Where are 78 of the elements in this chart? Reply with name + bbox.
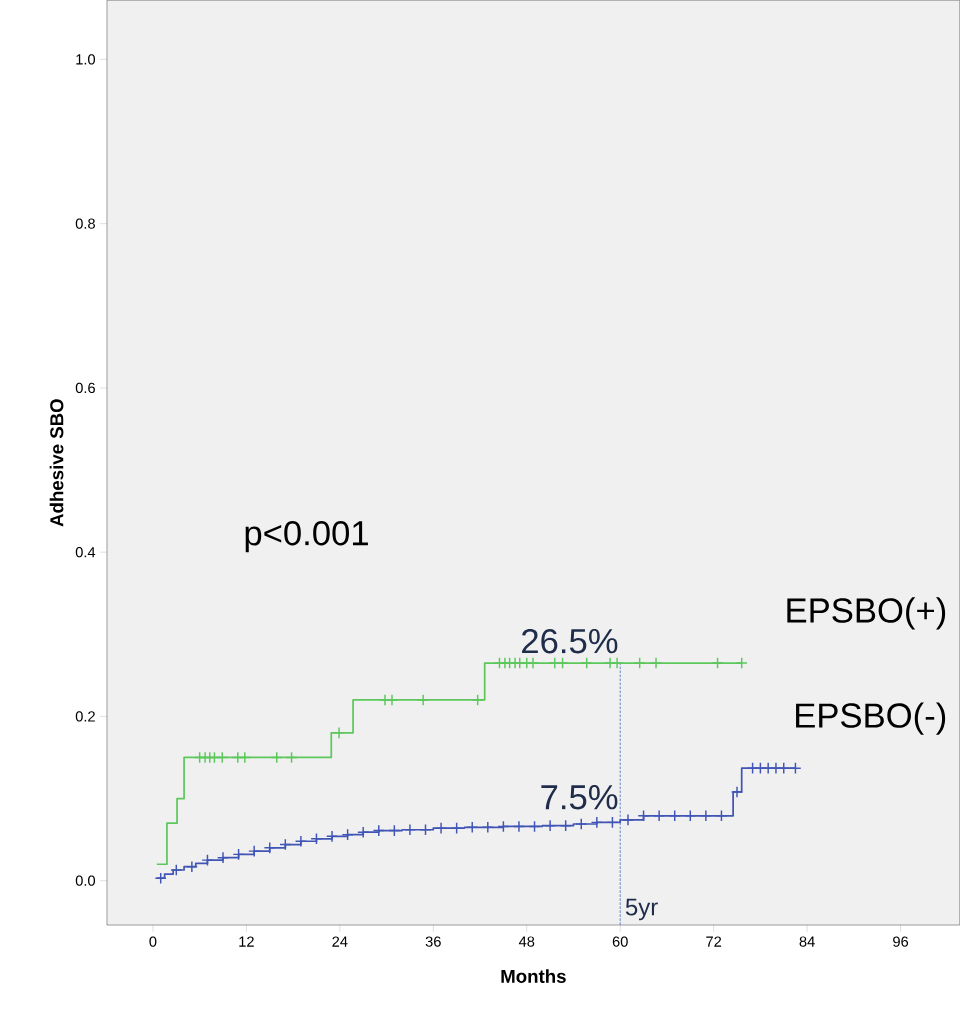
- series-label: EPSBO(-): [796, 702, 946, 735]
- point: [332, 726, 346, 739]
- point: [263, 841, 276, 854]
- ref-line-label: 5yr: [625, 898, 658, 921]
- y-tick-label: 1.0: [76, 54, 96, 65]
- point: [590, 816, 603, 829]
- point: [248, 845, 261, 858]
- x-tick-label: 60: [612, 936, 628, 947]
- point: [621, 813, 635, 826]
- point: [559, 819, 572, 832]
- x-tick-label: 72: [706, 936, 722, 947]
- point: [789, 762, 802, 775]
- point: [633, 656, 646, 670]
- point: [580, 656, 593, 670]
- point: [357, 826, 370, 839]
- y-axis-title: Adhesive SBO: [49, 399, 64, 527]
- x-tick-label: 24: [332, 936, 348, 947]
- point: [232, 848, 245, 861]
- point: [637, 809, 650, 822]
- x-tick-label: 96: [893, 936, 909, 947]
- point: [777, 762, 790, 775]
- annotation: 26.5%: [522, 628, 618, 654]
- x-tick-label: 0: [149, 936, 157, 947]
- y-tick-label: 0.2: [75, 711, 95, 722]
- point: [556, 656, 569, 670]
- y-tick-label: 0.4: [75, 546, 96, 558]
- y-tick-label: 0.0: [75, 875, 96, 886]
- point: [294, 835, 307, 848]
- point: [611, 656, 624, 670]
- point: [341, 828, 354, 841]
- point: [216, 851, 230, 864]
- point: [435, 822, 448, 835]
- x-tick-label: 36: [425, 936, 441, 947]
- point: [310, 832, 323, 845]
- point: [466, 821, 479, 834]
- point: [606, 816, 619, 829]
- point: [403, 823, 416, 836]
- y-tick-label: 0.6: [75, 382, 95, 394]
- point: [668, 809, 681, 822]
- x-tick-label: 84: [799, 936, 815, 947]
- point: [471, 693, 484, 707]
- point: [185, 860, 198, 873]
- point: [201, 854, 214, 867]
- point: [238, 751, 251, 764]
- point: [544, 819, 557, 832]
- point: [526, 656, 540, 670]
- point: [711, 656, 724, 670]
- point: [481, 821, 494, 834]
- point: [684, 809, 697, 822]
- point: [385, 693, 399, 707]
- point: [372, 824, 385, 837]
- y-tick-label: 0.8: [75, 218, 95, 229]
- point: [325, 830, 339, 843]
- point: [653, 809, 666, 822]
- point: [649, 656, 663, 670]
- point: [388, 824, 401, 837]
- point: [170, 863, 183, 877]
- point: [699, 809, 712, 822]
- point: [730, 785, 744, 799]
- point: [715, 809, 728, 822]
- point: [575, 817, 588, 831]
- point: [419, 823, 432, 836]
- point: [450, 822, 463, 835]
- point: [285, 751, 298, 764]
- point: [279, 838, 292, 851]
- point: [216, 751, 229, 764]
- series-label: EPSBO(+): [787, 597, 946, 630]
- point: [512, 820, 526, 833]
- point: [270, 751, 283, 764]
- x-tick-label: 48: [518, 936, 535, 947]
- point: [417, 693, 430, 707]
- annotation: p<0.001: [245, 520, 368, 553]
- annotation: 7.5%: [541, 785, 618, 810]
- x-tick-label: 12: [239, 936, 254, 947]
- point: [735, 656, 748, 670]
- x-axis-title: Months: [501, 969, 566, 983]
- point: [528, 820, 541, 833]
- point: [497, 820, 510, 833]
